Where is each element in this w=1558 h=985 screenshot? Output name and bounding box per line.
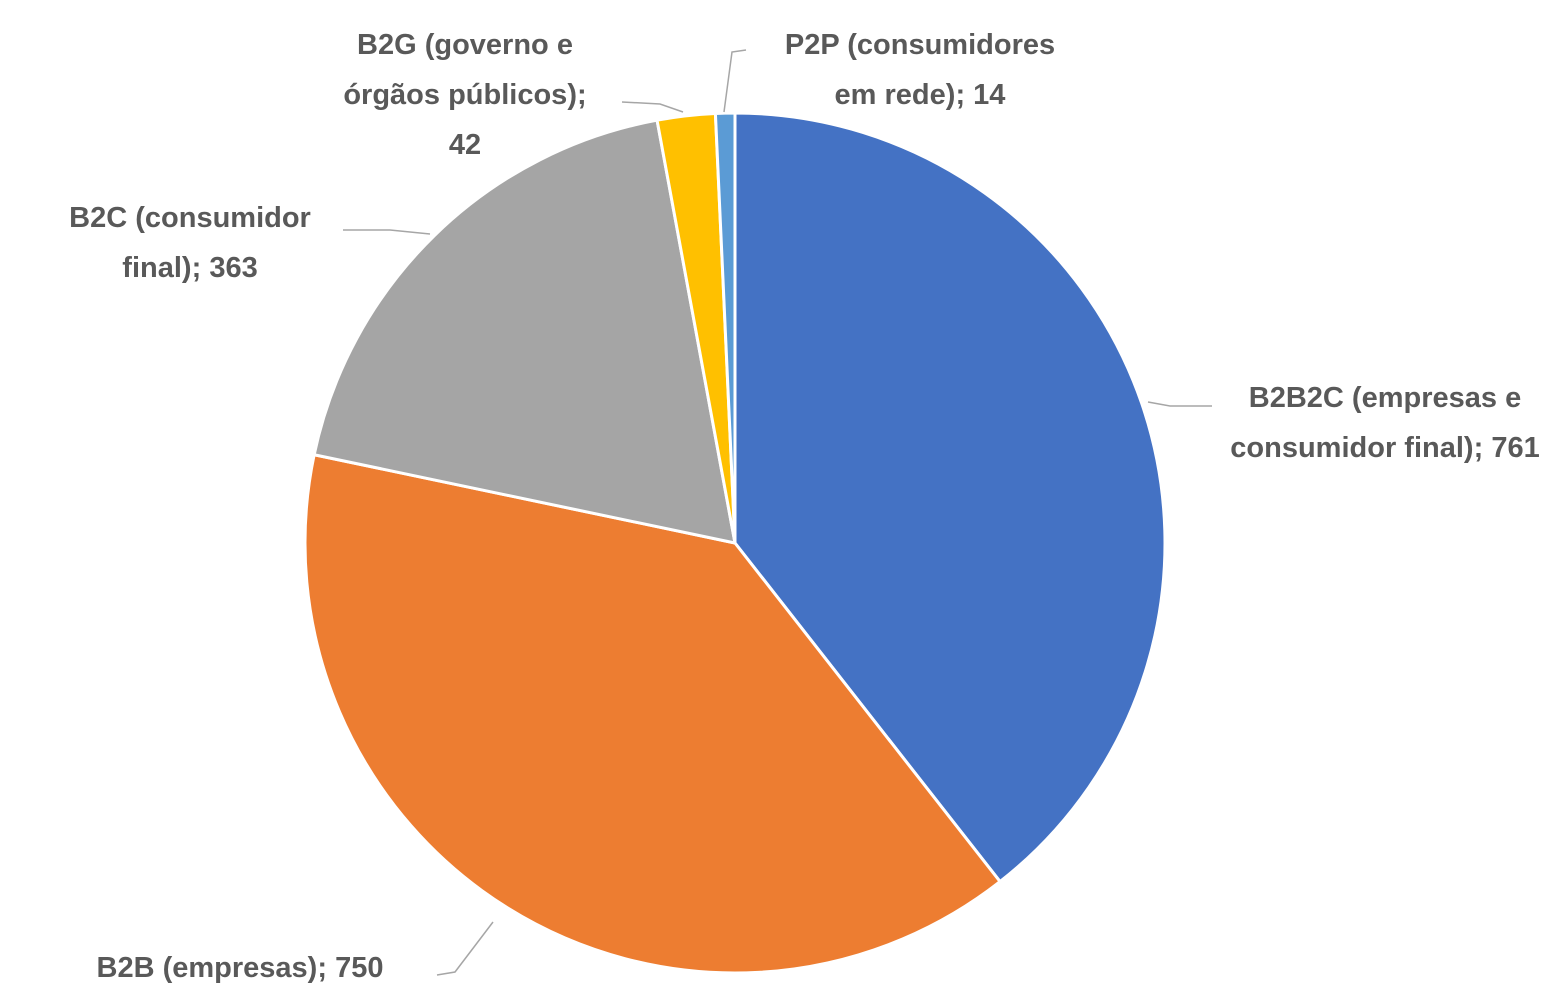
- leader-line: [1147, 401, 1212, 407]
- data-label: B2B (empresas); 750: [30, 943, 450, 985]
- category-label: B2C (consumidor final): [69, 202, 311, 284]
- category-label: B2B2C (empresas e consumidor final): [1230, 382, 1522, 464]
- label-separator: ;: [1473, 432, 1484, 464]
- label-separator: ;: [317, 952, 328, 984]
- data-label: B2G (governo e órgãos públicos); 42: [325, 20, 605, 170]
- value-label: 42: [448, 129, 482, 161]
- pie-slice: [303, 452, 1003, 975]
- data-label: P2P (consumidores em rede); 14: [770, 20, 1070, 120]
- value-label: 363: [209, 252, 258, 284]
- category-label: P2P (consumidores em rede): [784, 29, 1056, 111]
- leader-line: [343, 229, 431, 235]
- leader-line: [723, 49, 747, 113]
- value-label: 750: [335, 952, 384, 984]
- value-label: 761: [1491, 432, 1540, 464]
- leader-line: [621, 101, 684, 113]
- pie-slice: [312, 118, 737, 545]
- label-separator: ;: [191, 252, 202, 284]
- data-label: B2C (consumidor final); 363: [40, 193, 340, 293]
- pie-slice: [713, 111, 737, 544]
- pie-slice: [733, 111, 1167, 884]
- label-separator: ;: [955, 79, 966, 111]
- leader-lines: [343, 49, 1212, 976]
- slices: [303, 111, 1167, 975]
- category-label: B2B (empresas): [96, 952, 318, 984]
- value-label: 14: [973, 79, 1006, 111]
- leader-line: [436, 921, 494, 976]
- category-label: B2G (governo e órgãos públicos): [343, 29, 577, 111]
- label-separator: ;: [576, 79, 587, 111]
- data-label: B2B2C (empresas e consumidor final); 761: [1220, 373, 1550, 473]
